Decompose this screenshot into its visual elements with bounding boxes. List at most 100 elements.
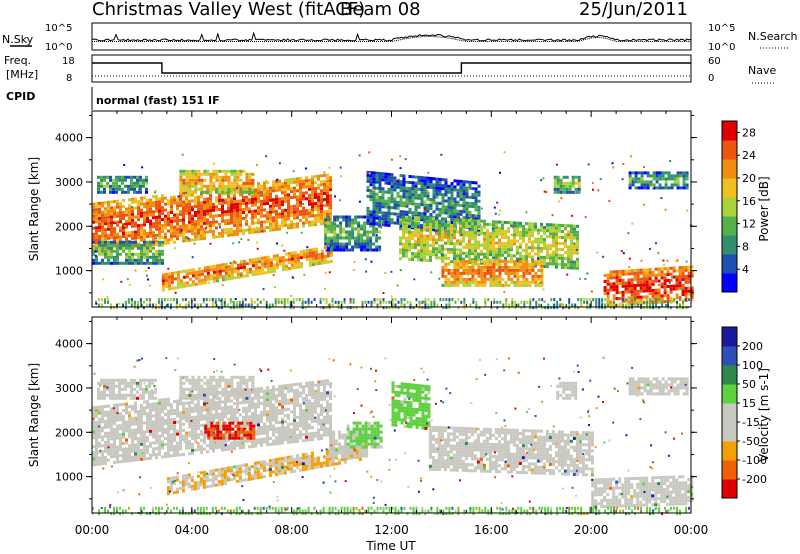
heatmap-cell (495, 220, 498, 224)
heatmap-cell (152, 240, 155, 244)
heatmap-cell (107, 437, 110, 441)
heatmap-cell (98, 450, 101, 454)
heatmap-cell (553, 187, 557, 191)
heatmap-cell (203, 233, 206, 237)
heatmap-cell (435, 216, 439, 220)
heatmap-cell (333, 227, 337, 231)
heatmap-cell (417, 243, 420, 247)
heatmap-cell (672, 269, 676, 273)
heatmap-cell (155, 441, 158, 445)
heatmap-cell (113, 261, 116, 265)
heatmap-cell (531, 280, 535, 284)
heatmap-cell (444, 253, 447, 257)
heatmap-cell (561, 260, 564, 263)
heatmap-cell (239, 184, 242, 188)
heatmap-cell (483, 259, 487, 263)
heatmap-cell (630, 269, 634, 273)
heatmap-cell (251, 178, 255, 182)
heatmap-cell (680, 288, 683, 290)
heatmap-cell (468, 183, 472, 187)
heatmap-cell (433, 300, 436, 304)
heatmap-cell (390, 188, 394, 192)
heatmap-cell (522, 259, 526, 263)
heatmap-cell (245, 195, 248, 199)
heatmap-cell (299, 250, 303, 254)
heatmap-cell (654, 279, 658, 283)
heatmap-cell (218, 196, 221, 199)
heatmap-cell (206, 169, 210, 173)
heatmap-cell (448, 306, 451, 310)
heatmap-cell (417, 219, 420, 223)
heatmap-cell (176, 273, 180, 277)
heatmap-cell (354, 215, 358, 219)
heatmap-cell (456, 271, 460, 275)
heatmap-cell (453, 257, 456, 261)
heatmap-cell (134, 443, 137, 447)
heatmap-cell (678, 287, 682, 291)
heatmap-cell (227, 274, 231, 278)
heatmap-cell (459, 265, 463, 269)
heatmap-cell (118, 178, 121, 182)
heatmap-cell (411, 193, 415, 197)
heatmap-cell (556, 178, 560, 182)
heatmap-cell (420, 224, 424, 228)
heatmap-cell (565, 181, 569, 185)
heatmap-cell (127, 298, 130, 302)
heatmap-cell (474, 196, 478, 200)
heatmap-cell (580, 300, 583, 304)
heatmap-cell (405, 248, 408, 252)
heatmap-cell (122, 261, 125, 265)
heatmap-cell (499, 300, 502, 304)
heatmap-cell (513, 271, 517, 275)
heatmap-cell (534, 240, 537, 244)
heatmap-cell (179, 218, 182, 222)
heatmap-cell (531, 260, 534, 263)
heatmap-cell (199, 303, 202, 307)
heatmap-cell (567, 251, 570, 255)
heatmap-cell (230, 261, 234, 265)
heatmap-cell (471, 237, 474, 241)
heatmap-cell (453, 203, 457, 207)
heatmap-cell (645, 280, 649, 284)
velocity-heatmap (92, 356, 694, 516)
heatmap-cell (351, 221, 355, 225)
heatmap-cell (152, 405, 155, 409)
heatmap-cell (146, 406, 149, 410)
heatmap-cell (498, 238, 501, 242)
heatmap-cell (161, 422, 164, 426)
heatmap-cell (495, 241, 498, 245)
heatmap-cell (182, 178, 186, 182)
heatmap-cell (326, 182, 329, 186)
heatmap-cell (525, 271, 529, 275)
heatmap-cell (426, 216, 429, 220)
heatmap-cell (239, 208, 242, 212)
heatmap-cell (320, 252, 324, 256)
heatmap-cell (128, 435, 131, 439)
heatmap-cell (104, 222, 107, 226)
heatmap-cell (116, 454, 119, 458)
heatmap-cell (384, 217, 388, 221)
heatmap-cell (206, 172, 210, 176)
heatmap-cell (480, 259, 484, 263)
heatmap-cell (435, 220, 438, 224)
heatmap-cell (293, 180, 296, 184)
heatmap-cell (465, 216, 469, 220)
heatmap-cell (420, 258, 423, 262)
heatmap-cell (540, 268, 544, 272)
heatmap-cell (269, 270, 273, 274)
heatmap-cell (323, 204, 326, 207)
heatmap-cell (103, 187, 106, 191)
heatmap-cell (101, 246, 104, 250)
heatmap-cell (354, 242, 358, 246)
heatmap-cell (474, 268, 478, 272)
heatmap-cell (221, 263, 225, 267)
heatmap-cell (420, 176, 424, 180)
heatmap-cell (122, 435, 125, 439)
heatmap-cell (122, 408, 125, 412)
heatmap-cell (459, 179, 463, 183)
heatmap-cell (339, 215, 343, 219)
heatmap-cell (188, 277, 192, 281)
heatmap-cell (188, 211, 191, 215)
heatmap-cell (185, 224, 188, 228)
heatmap-cell (612, 297, 616, 301)
